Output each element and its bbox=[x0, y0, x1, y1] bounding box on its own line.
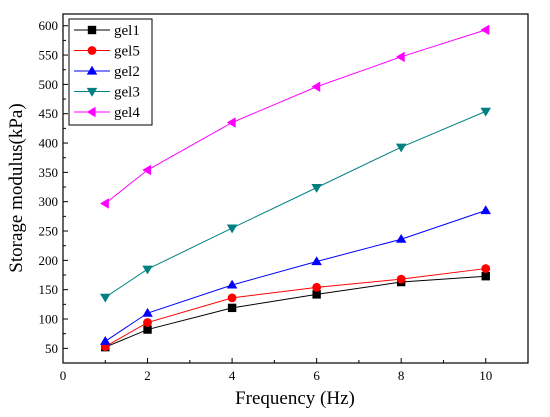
data-point bbox=[480, 107, 491, 117]
data-point bbox=[142, 307, 153, 317]
y-tick-label: 400 bbox=[39, 136, 59, 151]
data-point bbox=[226, 117, 236, 128]
series-line bbox=[105, 275, 486, 348]
legend-item-gel4: gel4 bbox=[74, 105, 140, 121]
y-tick-label: 250 bbox=[39, 224, 59, 239]
y-tick-label: 600 bbox=[39, 18, 59, 33]
x-tick-label: 2 bbox=[144, 368, 151, 383]
data-point bbox=[226, 224, 238, 234]
data-point bbox=[396, 274, 406, 284]
data-point bbox=[142, 164, 152, 176]
x-axis-label: Frequency (Hz) bbox=[235, 388, 355, 409]
x-tick-label: 10 bbox=[479, 368, 492, 383]
y-tick-label: 350 bbox=[39, 165, 59, 180]
x-axis-ticks: 0 2 4 6 8 10 bbox=[60, 358, 492, 383]
x-tick-label: 0 bbox=[60, 368, 67, 383]
y-tick-label: 50 bbox=[45, 341, 58, 356]
data-point bbox=[86, 106, 96, 118]
data-point bbox=[312, 290, 321, 299]
data-point bbox=[395, 233, 407, 243]
data-point bbox=[395, 143, 407, 153]
data-point bbox=[100, 293, 111, 303]
y-tick-label: 450 bbox=[39, 106, 59, 121]
data-point bbox=[227, 303, 237, 313]
legend-label: gel1 bbox=[114, 23, 140, 39]
legend-item-gel2: gel2 bbox=[74, 64, 140, 80]
data-point bbox=[395, 51, 405, 63]
plot-frame bbox=[62, 13, 529, 364]
y-tick-label: 200 bbox=[39, 253, 59, 268]
data-point bbox=[481, 264, 491, 273]
legend: gel1 gel5 gel2 gel3 gel4 bbox=[68, 18, 153, 126]
series-layer bbox=[100, 24, 491, 352]
legend-label: gel3 bbox=[114, 85, 140, 101]
legend-item-gel3: gel3 bbox=[74, 85, 140, 101]
y-tick-label: 550 bbox=[39, 48, 59, 63]
data-point bbox=[143, 325, 152, 334]
data-point bbox=[100, 336, 111, 345]
data-point bbox=[481, 271, 490, 281]
y-tick-label: 100 bbox=[39, 312, 59, 327]
series-gel1 bbox=[101, 271, 490, 352]
x-tick-label: 6 bbox=[313, 368, 320, 383]
data-point bbox=[87, 46, 97, 55]
data-point bbox=[311, 256, 322, 266]
data-point bbox=[311, 184, 322, 193]
legend-box bbox=[68, 18, 153, 126]
y-tick-label: 500 bbox=[39, 77, 59, 92]
series-gel3 bbox=[100, 107, 491, 303]
y-axis-ticks: 50 100 150 200 250 300 350 400 450 500 550 600 bbox=[39, 18, 68, 356]
y-axis-label: Storage modulus(kPa) bbox=[6, 103, 27, 272]
data-point bbox=[86, 65, 98, 75]
legend-item-gel5: gel5 bbox=[74, 44, 140, 60]
series-gel4 bbox=[100, 24, 490, 209]
data-point bbox=[142, 265, 153, 275]
x-tick-label: 4 bbox=[229, 368, 236, 383]
data-point bbox=[480, 24, 490, 36]
series-line bbox=[104, 210, 486, 342]
data-point bbox=[100, 198, 109, 209]
series-gel5 bbox=[100, 264, 491, 351]
legend-label: gel5 bbox=[114, 44, 140, 60]
data-point bbox=[227, 293, 237, 303]
series-line bbox=[105, 268, 486, 348]
data-point bbox=[86, 87, 98, 97]
legend-label: gel2 bbox=[114, 64, 140, 80]
data-point bbox=[87, 25, 97, 35]
x-tick-label: 8 bbox=[398, 368, 405, 383]
series-line bbox=[104, 110, 486, 298]
y-tick-label: 150 bbox=[39, 282, 59, 297]
data-point bbox=[226, 279, 238, 289]
data-point bbox=[312, 282, 322, 292]
legend-label: gel4 bbox=[114, 105, 140, 121]
y-tick-label: 300 bbox=[39, 194, 59, 209]
series-gel2 bbox=[100, 205, 491, 345]
legend-item-gel1: gel1 bbox=[74, 23, 140, 39]
data-point bbox=[311, 81, 321, 92]
series-line bbox=[104, 29, 486, 204]
data-point bbox=[143, 318, 152, 327]
data-point bbox=[480, 205, 491, 215]
